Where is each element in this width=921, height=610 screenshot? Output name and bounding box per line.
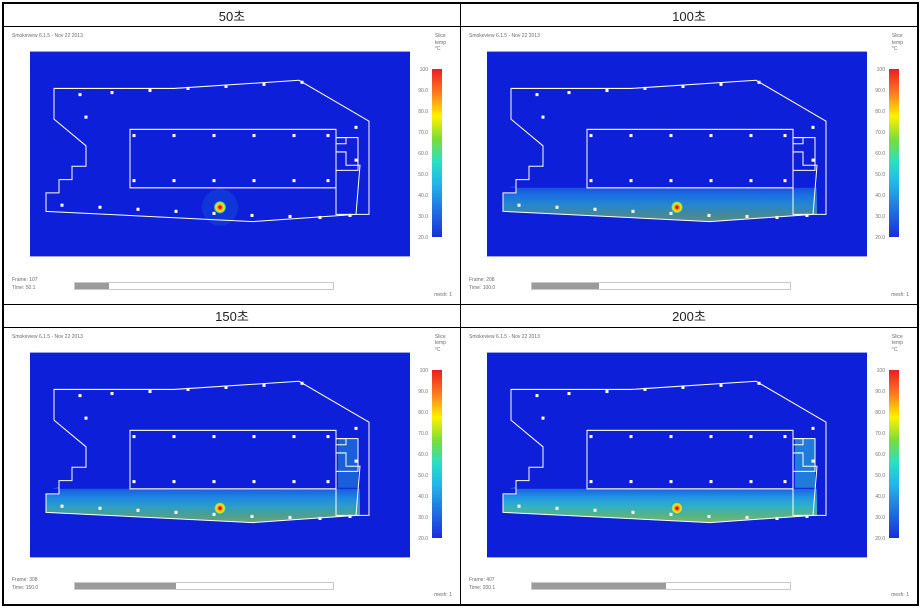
sim-panel-2: Smokeview 6.1.5 - Nov 22 2013 Slicetemp°C… <box>4 328 460 605</box>
simulation-grid: 50초 100초 Smokeview 6.1.5 - Nov 22 2013 Sl… <box>2 2 919 606</box>
header-label: 150초 <box>215 306 249 325</box>
header-label: 200초 <box>672 306 706 325</box>
header-cell-1: 100초 <box>461 4 917 26</box>
header-cell-2: 150초 <box>4 305 460 327</box>
time-progress-fill <box>532 583 666 589</box>
sim-panel-3: Smokeview 6.1.5 - Nov 22 2013 Slicetemp°C… <box>461 328 917 605</box>
colorbar <box>432 370 442 538</box>
time-progress-fill <box>532 283 599 289</box>
colorbar <box>889 370 899 538</box>
time-progress[interactable] <box>531 582 791 590</box>
header-cell-3: 200초 <box>461 305 917 327</box>
time-progress[interactable] <box>74 282 334 290</box>
header-label: 50초 <box>219 6 245 25</box>
colorbar <box>889 69 899 237</box>
slice-label: Slicetemp°C <box>435 33 446 53</box>
time-progress[interactable] <box>531 282 791 290</box>
header-label: 100초 <box>672 6 706 25</box>
mesh-label: mesh: 1 <box>891 592 909 598</box>
time-progress-fill <box>75 283 109 289</box>
frame-time-label: Frame: 407Time: 200.1 <box>469 576 495 592</box>
mesh-label: mesh: 1 <box>434 592 452 598</box>
sim-panel-0: Smokeview 6.1.5 - Nov 22 2013 Slicetemp°C… <box>4 27 460 304</box>
meta-source-label: Smokeview 6.1.5 - Nov 22 2013 <box>12 334 83 340</box>
header-cell-0: 50초 <box>4 4 460 26</box>
frame-time-label: Frame: 208Time: 100.0 <box>469 276 495 292</box>
frame-time-label: Frame: 107Time: 50.1 <box>12 276 38 292</box>
colorbar-ticks: 10090.080.070.060.050.040.030.020.0 <box>418 368 428 542</box>
colorbar <box>432 69 442 237</box>
colorbar-ticks: 10090.080.070.060.050.040.030.020.0 <box>418 67 428 241</box>
colorbar-ticks: 10090.080.070.060.050.040.030.020.0 <box>875 368 885 542</box>
meta-source-label: Smokeview 6.1.5 - Nov 22 2013 <box>469 33 540 39</box>
frame-time-label: Frame: 308Time: 150.0 <box>12 576 38 592</box>
time-progress[interactable] <box>74 582 334 590</box>
slice-label: Slicetemp°C <box>892 33 903 53</box>
slice-label: Slicetemp°C <box>892 334 903 354</box>
meta-source-label: Smokeview 6.1.5 - Nov 22 2013 <box>12 33 83 39</box>
meta-source-label: Smokeview 6.1.5 - Nov 22 2013 <box>469 334 540 340</box>
slice-label: Slicetemp°C <box>435 334 446 354</box>
mesh-label: mesh: 1 <box>434 292 452 298</box>
sim-panel-1: Smokeview 6.1.5 - Nov 22 2013 Slicetemp°C… <box>461 27 917 304</box>
colorbar-ticks: 10090.080.070.060.050.040.030.020.0 <box>875 67 885 241</box>
time-progress-fill <box>75 583 176 589</box>
mesh-label: mesh: 1 <box>891 292 909 298</box>
